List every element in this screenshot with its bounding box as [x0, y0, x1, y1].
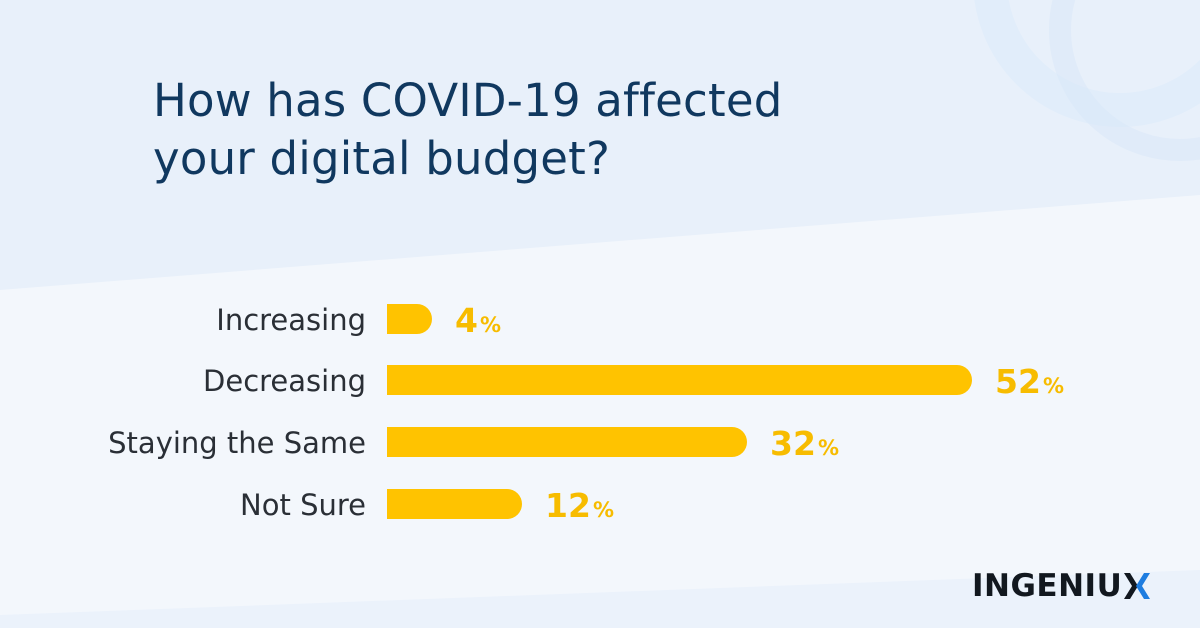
logo-x-icon — [1124, 573, 1151, 599]
bar-staying-the-same — [387, 427, 747, 457]
bar-not-sure — [387, 489, 522, 519]
ingeniux-logo: INGENIU — [972, 566, 1151, 606]
logo-wordmark: INGENIU — [972, 568, 1123, 604]
value-label-decreasing: 52% — [995, 362, 1064, 401]
value-label-not-sure: 12% — [545, 486, 614, 525]
chart-title-line-2: your digital budget? — [153, 132, 611, 185]
bar-decreasing — [387, 365, 972, 395]
chart-title-line-1: How has COVID-19 affected — [153, 74, 783, 127]
bar-increasing — [387, 304, 432, 334]
value-label-staying-the-same: 32% — [770, 424, 839, 463]
chart-title: How has COVID-19 affected your digital b… — [153, 72, 1053, 188]
category-label-not-sure: Not Sure — [240, 488, 366, 522]
value-label-increasing: 4% — [455, 301, 501, 340]
category-label-increasing: Increasing — [216, 303, 366, 337]
category-label-decreasing: Decreasing — [203, 364, 366, 398]
category-label-staying-the-same: Staying the Same — [108, 426, 366, 460]
